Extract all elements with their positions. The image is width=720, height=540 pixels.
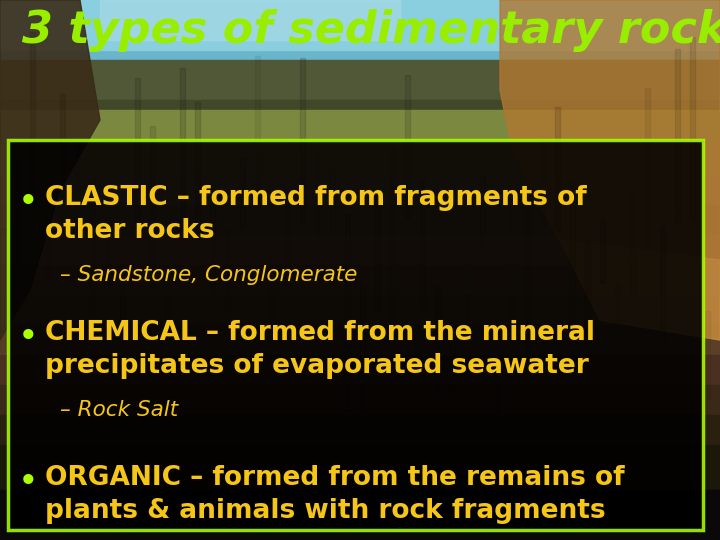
Bar [0,445,720,540]
Bar [0,205,720,240]
Bar [0,100,720,120]
Bar [585,300,590,393]
Bar [100,0,400,40]
Polygon shape [500,0,720,340]
Bar [495,220,500,296]
Bar [510,158,515,272]
Bar [615,330,620,396]
Bar [345,249,350,417]
Bar [0,325,720,360]
Bar [705,165,710,319]
Bar [645,97,650,213]
Text: •: • [18,320,39,354]
Bar [60,356,65,428]
Text: – Sandstone, Conglomerate: – Sandstone, Conglomerate [60,265,357,285]
Bar [0,145,720,180]
Polygon shape [0,0,100,340]
Bar [300,89,305,237]
Bar [465,14,470,212]
Text: ORGANIC – formed from the remains of
plants & animals with rock fragments: ORGANIC – formed from the remains of pla… [45,465,625,524]
Bar [375,228,380,333]
Text: 3 types of sedimentary rocks: 3 types of sedimentary rocks [22,9,720,51]
Bar [150,95,155,215]
Text: CLASTIC – formed from fragments of
other rocks: CLASTIC – formed from fragments of other… [45,185,587,244]
Polygon shape [560,240,720,340]
Bar [540,250,545,435]
Bar [15,150,20,304]
Bar [105,268,110,352]
Bar [90,87,95,223]
Bar [630,372,635,429]
Bar [360,235,365,360]
Bar [45,252,50,332]
Bar [315,205,320,313]
Bar [555,252,560,354]
Bar [0,295,720,330]
Bar [0,0,720,80]
Bar [0,0,720,50]
Bar [120,135,125,330]
Bar [675,214,680,384]
Bar [210,209,215,366]
FancyBboxPatch shape [8,140,703,530]
Bar [525,145,530,215]
Bar [75,332,80,408]
Text: – Rock Salt: – Rock Salt [60,400,178,420]
Bar [180,353,185,419]
Bar [0,175,720,210]
Bar [0,415,720,450]
Bar [0,67,5,258]
Text: •: • [18,465,39,499]
Bar [240,306,245,367]
Bar [390,186,395,278]
Bar [435,360,440,438]
Bar [0,235,720,270]
Bar [405,310,410,431]
Bar [135,156,140,253]
Bar [0,490,720,540]
Bar [0,385,720,420]
Text: CHEMICAL – formed from the mineral
precipitates of evaporated seawater: CHEMICAL – formed from the mineral preci… [45,320,595,379]
Bar [0,355,720,390]
Bar [570,222,575,293]
Bar [195,363,200,426]
Bar [30,88,35,220]
Bar [225,186,230,385]
Text: •: • [18,185,39,219]
Bar [165,276,170,385]
Bar [420,115,425,215]
Bar [480,259,485,435]
Bar [255,79,260,241]
Bar [0,110,720,150]
Bar [0,265,720,300]
Bar [270,309,275,391]
Bar [450,48,455,202]
Bar [600,237,605,386]
Bar [660,225,665,389]
Bar [690,295,695,435]
Bar [285,140,290,206]
Bar [330,181,335,377]
Bar [0,60,720,110]
